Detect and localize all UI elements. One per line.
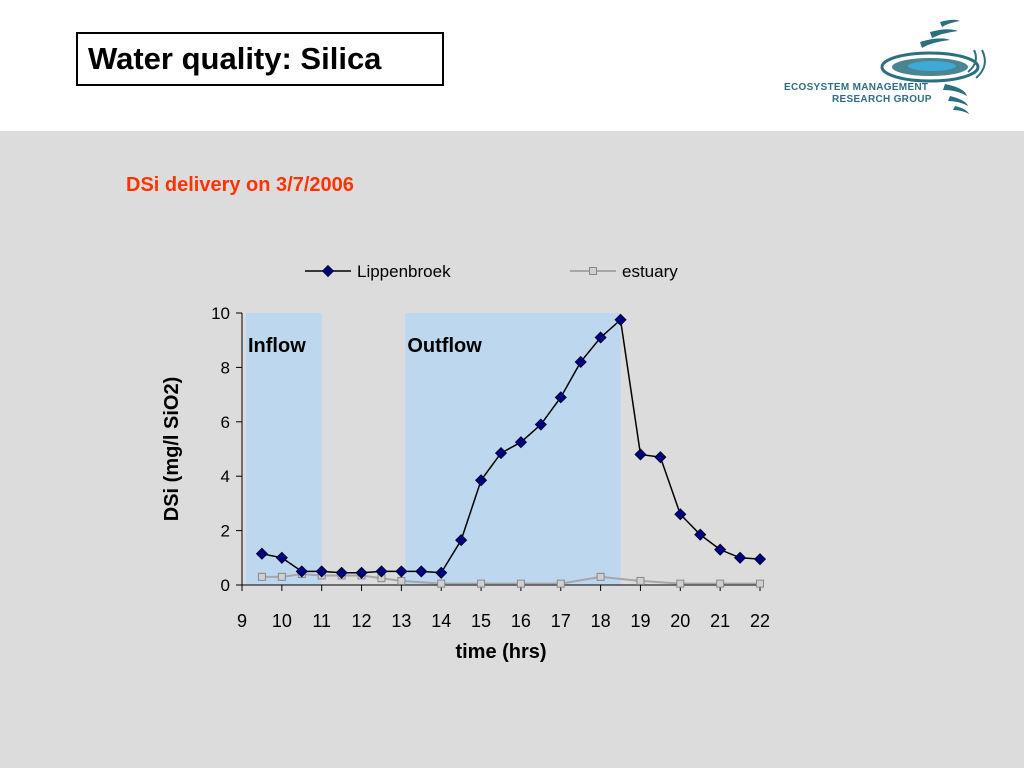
y-tick-label: 2	[221, 522, 230, 541]
region-label-outflow: Outflow	[407, 335, 482, 357]
data-point-lippenbroek	[494, 447, 508, 460]
legend-marker-estuary	[589, 267, 597, 275]
data-point-lippenbroek	[714, 543, 727, 556]
logo-text-line1: ECOSYSTEM MANAGEMENT	[784, 82, 929, 93]
x-tick-label: 20	[670, 611, 690, 631]
x-tick-label: 17	[551, 611, 571, 631]
data-point-estuary	[716, 579, 725, 588]
data-point-lippenbroek	[475, 474, 488, 487]
data-point-lippenbroek	[534, 418, 547, 431]
data-point-lippenbroek	[315, 565, 328, 578]
x-tick-label: 16	[511, 611, 531, 631]
shaded-region-inflow	[245, 313, 322, 585]
slide-title: Water quality: Silica	[76, 32, 444, 86]
legend-label-estuary: estuary	[622, 262, 678, 281]
y-tick-label: 10	[211, 304, 230, 323]
data-point-estuary	[756, 579, 764, 588]
data-point-estuary	[636, 576, 645, 585]
x-axis-label: time (hrs)	[455, 641, 546, 663]
data-point-lippenbroek	[255, 547, 268, 560]
x-tick-label: 11	[312, 611, 331, 631]
data-point-estuary	[277, 572, 286, 581]
logo-swirl-icon	[880, 19, 986, 114]
legend-label-lippenbroek: Lippenbroek	[357, 262, 451, 281]
region-label-inflow: Inflow	[248, 335, 306, 357]
data-point-lippenbroek	[335, 566, 348, 579]
x-tick-label: 10	[272, 611, 292, 631]
data-point-lippenbroek	[455, 534, 468, 547]
x-tick-label: 19	[630, 611, 650, 631]
data-point-lippenbroek	[395, 565, 408, 578]
x-tick-label: 15	[471, 611, 491, 631]
data-point-lippenbroek	[594, 331, 607, 344]
data-point-lippenbroek	[654, 451, 667, 464]
data-point-estuary	[397, 576, 406, 585]
y-tick-label: 0	[221, 576, 230, 595]
x-tick-label: 22	[750, 611, 770, 631]
data-point-estuary	[437, 579, 446, 588]
data-point-lippenbroek	[514, 436, 527, 449]
data-point-estuary	[477, 579, 486, 588]
data-point-lippenbroek	[355, 566, 368, 579]
data-point-lippenbroek	[574, 355, 587, 369]
data-point-lippenbroek	[275, 551, 288, 564]
x-tick-label: 13	[391, 611, 411, 631]
y-tick-label: 6	[221, 413, 230, 432]
x-tick-label: 21	[710, 611, 730, 631]
shaded-region-outflow	[405, 313, 621, 585]
data-point-estuary	[516, 579, 525, 588]
data-point-lippenbroek	[634, 448, 647, 461]
data-point-lippenbroek	[415, 565, 428, 578]
data-point-lippenbroek	[295, 565, 308, 578]
chart-title: DSi delivery on 3/7/2006	[126, 174, 354, 196]
data-point-lippenbroek	[435, 566, 448, 579]
x-tick-label: 9	[237, 611, 247, 631]
y-axis-label: DSi (mg/l SiO2)	[161, 377, 183, 521]
data-point-estuary	[596, 572, 605, 581]
y-tick-label: 8	[221, 358, 230, 377]
data-point-lippenbroek	[375, 565, 388, 578]
logo-text-line2: RESEARCH GROUP	[832, 94, 932, 105]
data-point-lippenbroek	[614, 313, 627, 326]
data-point-estuary	[257, 572, 266, 581]
legend-marker-lippenbroek	[321, 264, 335, 278]
data-point-lippenbroek	[734, 551, 747, 564]
data-point-lippenbroek	[674, 508, 687, 521]
y-tick-label: 4	[221, 467, 230, 486]
ecosystem-management-logo: ECOSYSTEM MANAGEMENT RESEARCH GROUP	[780, 12, 1020, 122]
data-point-lippenbroek	[753, 553, 767, 566]
x-tick-label: 12	[352, 611, 372, 631]
data-point-estuary	[556, 579, 565, 588]
x-tick-label: 18	[591, 611, 611, 631]
data-point-lippenbroek	[554, 391, 567, 404]
data-point-estuary	[676, 579, 685, 588]
data-point-lippenbroek	[694, 528, 707, 541]
x-tick-label: 14	[431, 611, 451, 631]
